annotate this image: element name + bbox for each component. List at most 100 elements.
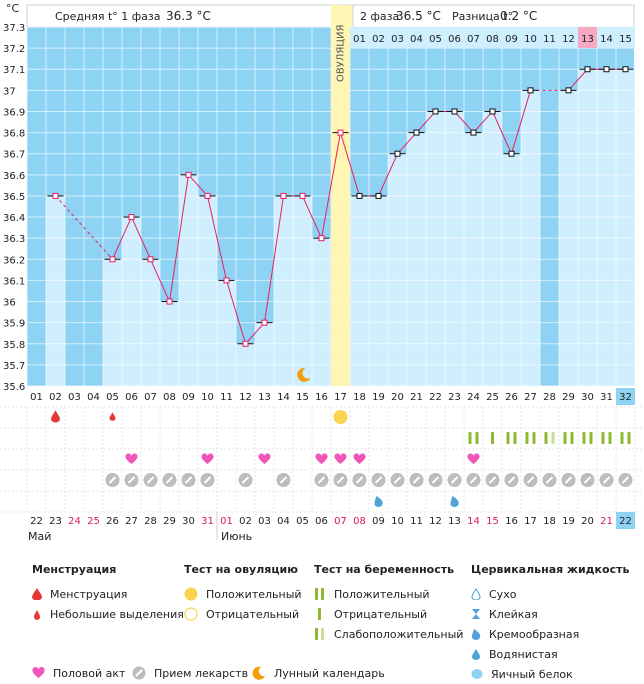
phase2-day-cell (426, 27, 445, 48)
temperature-point (584, 66, 591, 73)
line-segment (131, 216, 151, 260)
temperature-point (489, 108, 496, 115)
pill-line (583, 476, 592, 484)
y-axis-unit: °C (6, 2, 20, 15)
phase2-day-label: 11 (543, 34, 556, 45)
legend-item: Кремообразная (489, 627, 580, 641)
line-segment (150, 259, 170, 302)
pregnancy-test-bar (582, 432, 586, 444)
pill-line (412, 476, 421, 484)
cycle-day-label: 26 (505, 392, 518, 403)
temperature-point (451, 108, 458, 115)
legend-item: Положительный (206, 587, 302, 601)
phase2-day-label: 02 (372, 34, 385, 45)
legend-item: Прием лекарств (154, 666, 249, 680)
egg-white-drop-icon (471, 669, 483, 679)
legend-title: Тест на овуляцию (184, 563, 298, 576)
pregnancy-test-bar (532, 432, 536, 444)
phase2-day-label: 07 (467, 34, 480, 45)
date-label: 17 (524, 516, 537, 527)
y-tick-label: 37.3 (3, 23, 25, 34)
pregnancy-test-bar (608, 432, 612, 444)
temperature-point (622, 66, 629, 73)
temperature-point (565, 87, 572, 94)
phase2-day-cell (407, 27, 426, 48)
temperature-column (369, 195, 388, 386)
cycle-day-label: 25 (486, 392, 499, 403)
legend-item: Небольшие выделения (50, 607, 184, 621)
pregnancy-test-bar (513, 432, 517, 444)
spotting-drop-icon (34, 610, 40, 620)
date-label: 24 (68, 516, 81, 527)
temperature-column (312, 238, 331, 386)
line-segment (473, 111, 493, 133)
temperature-column (293, 195, 312, 386)
date-label: 11 (410, 516, 423, 527)
pill-line (488, 476, 497, 484)
temperature-point (603, 66, 610, 73)
pregnancy-negative-icon (318, 608, 321, 620)
line-segment (568, 68, 588, 91)
y-tick-label: 36 (3, 298, 16, 309)
date-label: 27 (125, 516, 138, 527)
y-tick-label: 36.6 (3, 171, 25, 182)
y-tick-label: 36.1 (3, 276, 25, 287)
phase2-day-cell (502, 27, 521, 48)
phase2-day-label: 05 (429, 34, 442, 45)
line-segment (302, 195, 322, 239)
phase2-day-label: 10 (524, 34, 537, 45)
date-label: 19 (562, 516, 575, 527)
cycle-day-label: 09 (182, 392, 195, 403)
current-date-highlight (616, 512, 635, 529)
month-may: Май (28, 530, 51, 540)
pregnancy-test-bar (601, 432, 605, 444)
cycle-day-label: 21 (410, 392, 423, 403)
temperature-column (616, 69, 635, 386)
temperature-column (597, 69, 616, 386)
pill-line (621, 476, 630, 484)
heart-icon (467, 453, 480, 464)
marker-rows (0, 406, 644, 513)
phase2-day-cell (597, 27, 616, 48)
y-tick-label: 37.1 (3, 65, 25, 76)
cycle-day-label: 02 (49, 392, 62, 403)
pregnancy-test-bar (506, 432, 510, 444)
pill-line (355, 476, 364, 484)
pill-line (241, 476, 250, 484)
pregnancy-test-bar (468, 432, 472, 444)
watery-drop-icon (472, 649, 480, 660)
line-segment (188, 174, 208, 197)
menstruation-drop-icon (32, 588, 42, 600)
temperature-point (242, 340, 249, 347)
date-label: 20 (581, 516, 594, 527)
diff-label: Разница t° (452, 10, 513, 23)
line-segment (245, 322, 265, 345)
pill-line (184, 476, 193, 484)
date-label: 26 (106, 516, 119, 527)
temperature-line (47, 66, 634, 382)
phase2-day-cell (521, 27, 540, 48)
temperature-point (299, 192, 306, 199)
pill-line (336, 476, 345, 484)
temperature-column (255, 322, 274, 386)
ovulation-label: ОВУЛЯЦИЯ (336, 25, 347, 83)
cycle-day-label: 15 (296, 392, 309, 403)
pregnancy-test-bar (570, 432, 574, 444)
ovulation-band (331, 5, 350, 386)
creamy-drop-icon (450, 496, 459, 507)
moon-icon (252, 666, 265, 680)
date-label: 16 (505, 516, 518, 527)
date-label: 10 (391, 516, 404, 527)
temperature-column (426, 111, 445, 387)
cycle-day-label: 18 (353, 392, 366, 403)
line-segment (207, 195, 227, 281)
temperature-point (109, 256, 116, 263)
date-label: 05 (296, 516, 309, 527)
temperature-point (223, 277, 230, 284)
phase2-day-label: 06 (448, 34, 461, 45)
y-tick-label: 36.9 (3, 107, 25, 118)
line-segment (264, 195, 284, 323)
heart-icon (258, 453, 271, 464)
phase2-day-cell (616, 27, 635, 48)
legend-cervical: Цервикальная жидкость Сухо Клейкая Кремо… (471, 563, 629, 684)
